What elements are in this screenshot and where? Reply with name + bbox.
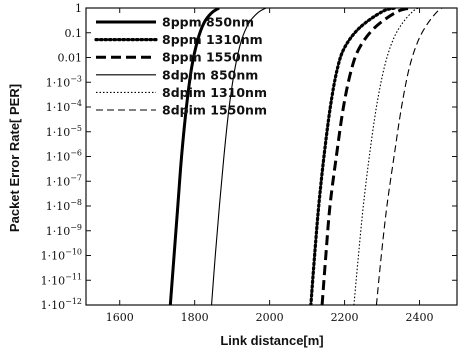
y-tick-label: 1·10−10 xyxy=(41,248,82,263)
y-tick-label: 1·10−11 xyxy=(41,272,82,287)
series-line-8dpim-1550nm xyxy=(375,8,443,305)
series-line-8ppm-1550nm xyxy=(320,8,413,305)
y-tick-label: 1·10−6 xyxy=(46,149,82,164)
legend-label-8dpim-1310nm: 8dpim 1310nm xyxy=(162,85,267,100)
y-tick-label: 1·10−4 xyxy=(46,99,82,114)
x-tick-label: 1800 xyxy=(181,311,209,324)
legend: 8ppm 850nm 8ppm 1310nm 8ppm 1550nm 8dpim 85… xyxy=(94,15,267,118)
x-tick-label: 2000 xyxy=(256,311,284,324)
y-tick-label: 1·10−7 xyxy=(46,173,82,188)
series-line-8dpim-850nm xyxy=(210,8,267,305)
series-line-8ppm-850nm xyxy=(168,8,220,305)
legend-label-8ppm-850nm: 8ppm 850nm xyxy=(162,15,254,30)
y-axis-title: Packet Error Rate[ PER] xyxy=(7,84,22,232)
series-line-8ppm-1310nm xyxy=(309,8,397,305)
x-tick-label: 2200 xyxy=(331,311,359,324)
y-tick-label: 0.01 xyxy=(58,52,83,65)
legend-label-8dpim-1550nm: 8dpim 1550nm xyxy=(162,103,267,118)
x-tick-label: 1600 xyxy=(106,311,134,324)
y-tick-label: 0.1 xyxy=(65,27,83,40)
series-layer xyxy=(168,8,443,305)
ticks-layer: 1600 1800 2000 2200 2400 1 0.1 0.01 1·10−3 1·10−4… xyxy=(41,2,457,324)
y-tick-label: 1·10−5 xyxy=(46,124,82,139)
series-line-8dpim-1310nm xyxy=(353,8,420,305)
plot-frame xyxy=(85,7,458,306)
y-tick-label: 1 xyxy=(75,2,82,15)
legend-label-8ppm-1310nm: 8ppm 1310nm xyxy=(162,32,263,47)
y-tick-label: 1·10−8 xyxy=(46,198,82,213)
x-axis-title: Link distance[m] xyxy=(220,333,323,348)
legend-label-8dpim-850nm: 8dpim 850nm xyxy=(162,67,258,82)
y-tick-label: 1·10−9 xyxy=(46,223,82,238)
y-tick-label: 1·10−12 xyxy=(41,297,82,312)
x-tick-label: 2400 xyxy=(406,311,434,324)
legend-label-8ppm-1550nm: 8ppm 1550nm xyxy=(162,50,263,65)
y-tick-label: 1·10−3 xyxy=(46,74,82,89)
